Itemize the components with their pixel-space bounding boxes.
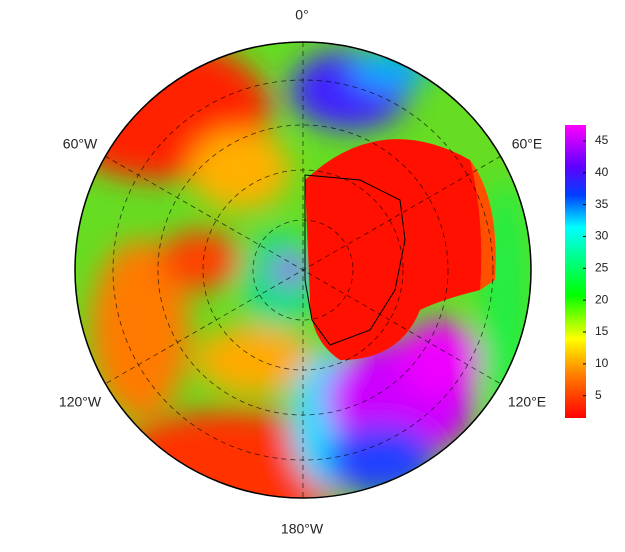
colorbar-tick-label: 20	[595, 292, 609, 306]
lon-label: 120°E	[508, 394, 546, 410]
lon-label: 60°E	[512, 136, 543, 152]
colorbar-tick-label: 25	[595, 260, 609, 274]
lon-label: 0°	[295, 7, 308, 23]
colorbar-tick-label: 30	[595, 229, 609, 243]
lon-label: 60°W	[63, 136, 98, 152]
data-field	[75, 42, 531, 498]
colorbar-tick-label: 45	[595, 133, 609, 147]
colorbar-tick-label: 10	[595, 356, 609, 370]
colorbar-tick-label: 5	[595, 388, 602, 402]
lon-label: 180°W	[281, 521, 324, 537]
map-border	[74, 41, 532, 499]
colorbar-ticks: 5 10 15 20 25 30 35 40 45	[583, 133, 609, 402]
colorbar	[565, 125, 586, 418]
colorbar-tick-label: 15	[595, 324, 609, 338]
colorbar-tick-label: 35	[595, 197, 609, 211]
graticule	[104, 42, 502, 498]
lon-label: 120°W	[59, 394, 102, 410]
colorbar-tick-label: 40	[595, 165, 609, 179]
